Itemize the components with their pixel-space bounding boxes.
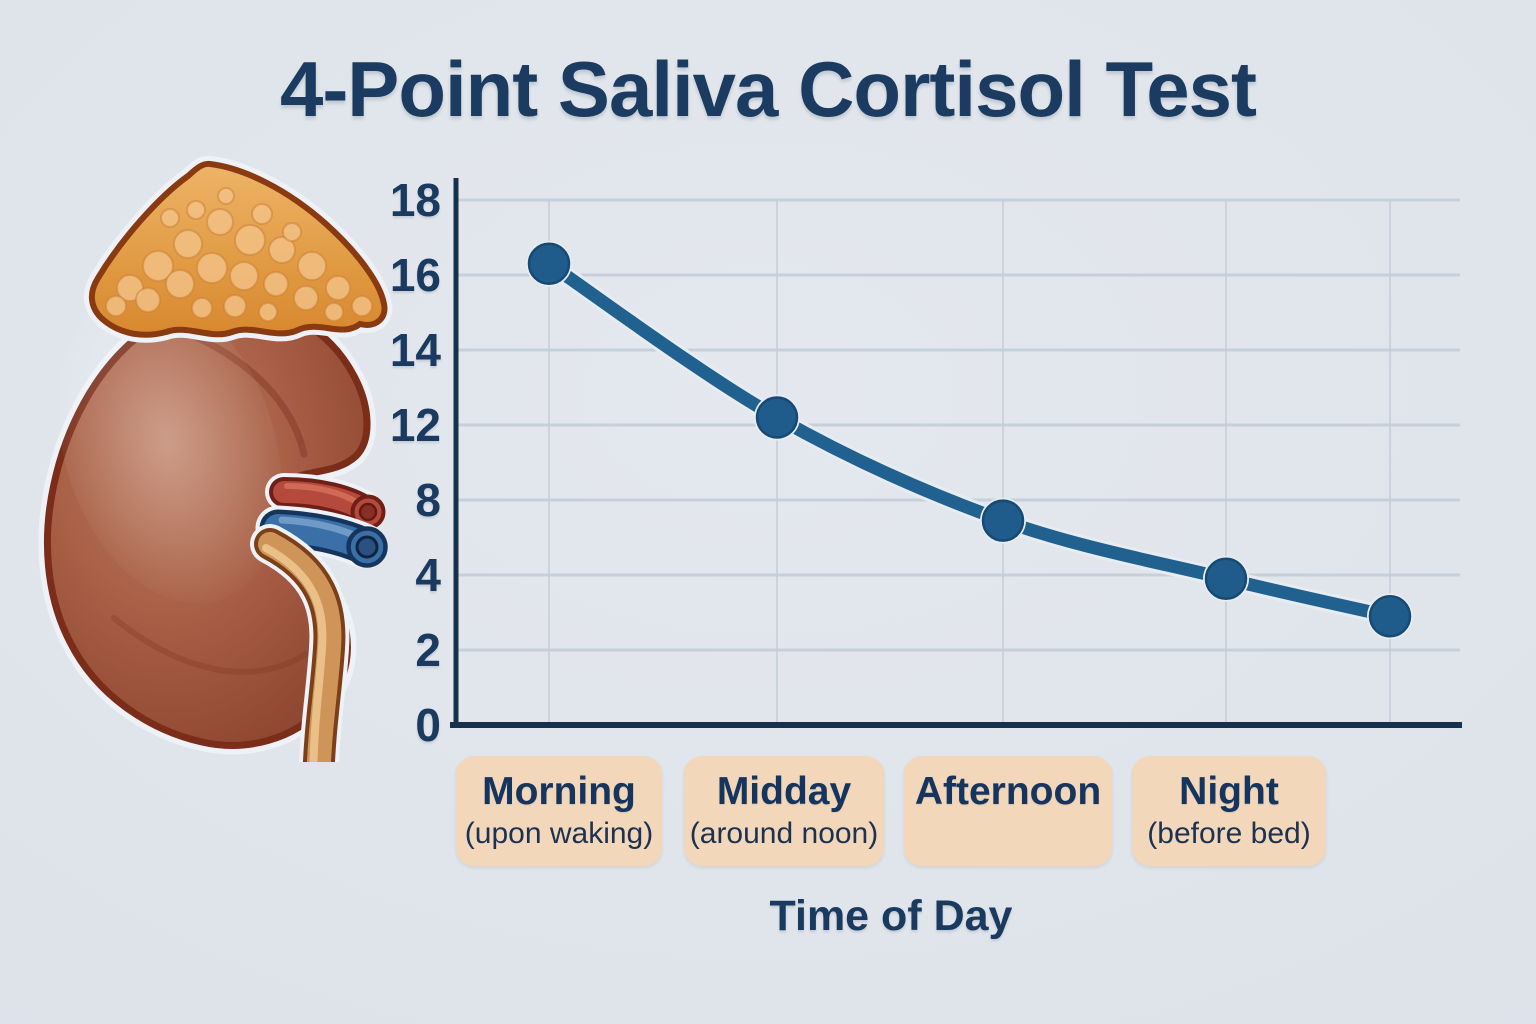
adrenal-gland <box>83 155 393 343</box>
page-title: 4-Point Saliva Cortisol Test <box>279 45 1257 133</box>
y-tick-label: 2 <box>415 624 441 676</box>
category-box-midday: Midday (around noon) <box>684 756 884 866</box>
kidney-adrenal-illustration <box>38 155 393 762</box>
data-point <box>981 499 1025 542</box>
data-point <box>1204 557 1248 600</box>
cortisol-line <box>542 257 1397 623</box>
y-tick-label: 4 <box>415 549 441 601</box>
category-label: Midday <box>716 770 852 813</box>
ureter <box>250 524 350 762</box>
renal-vein <box>255 505 388 569</box>
category-box-afternoon: Afternoon <box>904 756 1112 866</box>
data-point <box>1368 595 1412 638</box>
category-sublabel: (around noon) <box>689 817 879 850</box>
category-label: Morning <box>482 770 636 813</box>
category-sublabel: (upon waking) <box>464 817 654 850</box>
x-axis-title: Time of Day <box>769 892 1013 940</box>
kidney-body <box>38 288 376 755</box>
data-point <box>755 396 799 439</box>
data-point <box>527 242 571 285</box>
category-sublabel: (before bed) <box>1147 817 1311 850</box>
adrenal-texture <box>105 187 373 322</box>
horizontal-gridlines <box>456 198 1460 652</box>
cortisol-line-halo <box>539 254 1400 626</box>
category-label: Afternoon <box>914 770 1102 813</box>
y-tick-label: 14 <box>389 324 441 376</box>
category-label: Night <box>1179 770 1279 813</box>
y-tick-label: 8 <box>415 474 441 526</box>
y-tick-label: 12 <box>389 399 441 451</box>
category-box-night: Night (before bed) <box>1132 756 1326 866</box>
y-tick-label: 16 <box>389 249 441 301</box>
renal-artery <box>265 473 386 530</box>
y-tick-label: 0 <box>415 699 441 751</box>
y-tick-label: 18 <box>389 174 441 226</box>
category-box-morning: Morning (upon waking) <box>456 756 662 866</box>
vertical-gridlines <box>548 200 1391 723</box>
